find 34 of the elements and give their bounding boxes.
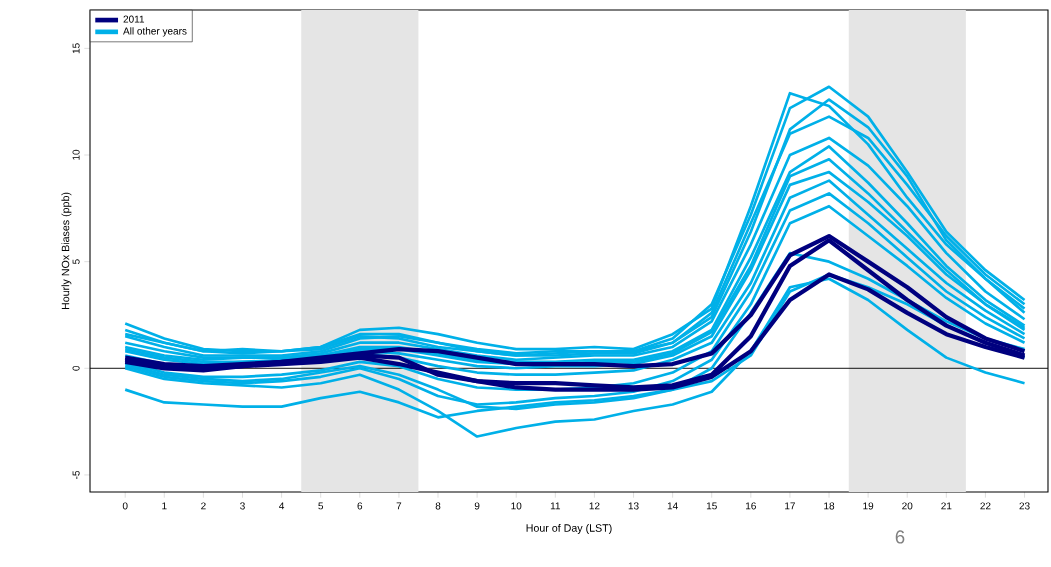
text: 6 (895, 530, 905, 544)
x-tick-label: 0 (122, 502, 128, 510)
x-tick-label: 7 (396, 502, 402, 510)
x-tick-label: 13 (628, 502, 639, 510)
x-tick-label: 18 (824, 502, 835, 510)
x-tick-label: 11 (550, 502, 561, 510)
x-tick-label: 14 (667, 502, 678, 510)
x-tick-label: 15 (706, 502, 717, 510)
x-tick-label: 2 (201, 502, 206, 510)
legend-label: 2011 (123, 15, 145, 23)
x-tick-label: 8 (435, 502, 441, 510)
y-tick-label: 15 (72, 43, 80, 54)
x-tick-label: 17 (785, 502, 795, 510)
y-axis-title: Hourly NOx Biases (ppb) (61, 192, 72, 310)
x-tick-label: 1 (162, 502, 167, 510)
x-tick-label: 21 (941, 502, 952, 510)
x-tick-label: 12 (589, 502, 600, 510)
x-tick-label: 19 (863, 502, 874, 510)
y-tick-label: -5 (72, 470, 80, 479)
legend-label: All other years (123, 27, 187, 37)
x-tick-label: 10 (511, 502, 522, 510)
x-tick-label: 22 (980, 502, 991, 510)
x-tick-label: 6 (357, 502, 363, 510)
y-tick-label: 10 (72, 149, 80, 160)
y-tick-label: 5 (72, 259, 80, 265)
x-tick-label: 4 (279, 502, 285, 510)
x-tick-label: 16 (746, 502, 756, 510)
y-tick-label: 0 (72, 365, 80, 371)
x-tick-label: 9 (474, 502, 480, 510)
x-axis-title: Hour of Day (LST) (526, 523, 612, 534)
x-tick-label: 5 (318, 502, 324, 510)
x-tick-label: 20 (902, 502, 913, 510)
x-tick-label: 23 (1019, 502, 1030, 510)
x-tick-label: 3 (240, 502, 245, 510)
